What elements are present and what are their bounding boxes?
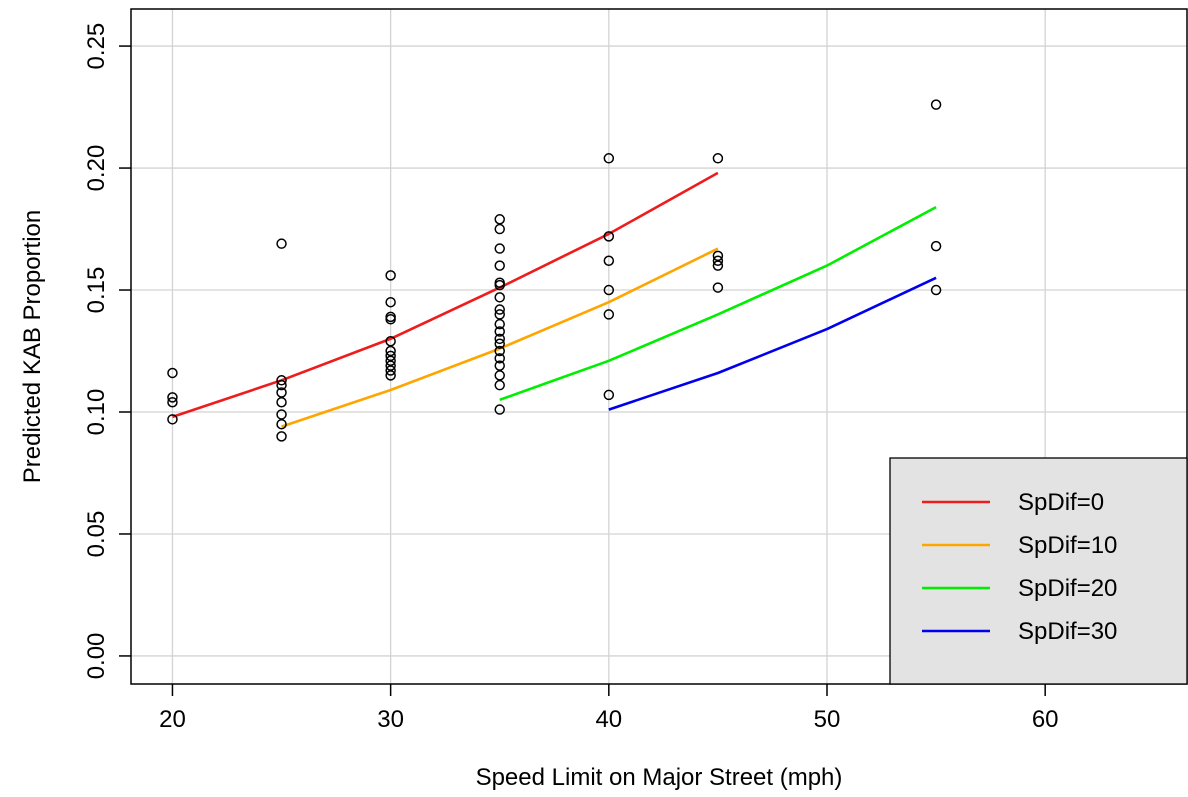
data-point — [494, 318, 505, 330]
x-axis-title: Speed Limit on Major Street (mph) — [476, 764, 843, 791]
legend-label: SpDif=10 — [1018, 532, 1117, 559]
data-point — [276, 387, 287, 398]
data-point — [167, 367, 178, 379]
legend-label: SpDif=20 — [1018, 575, 1117, 602]
series-line — [281, 247, 719, 428]
legend-label: SpDif=30 — [1018, 618, 1117, 645]
data-point — [494, 223, 505, 235]
data-point — [385, 296, 396, 308]
data-point — [494, 326, 505, 337]
x-tick-label: 30 — [377, 706, 404, 733]
data-point — [712, 260, 724, 271]
data-point — [603, 284, 615, 296]
y-tick-label: 0.25 — [83, 23, 110, 70]
data-point — [494, 338, 505, 349]
data-point — [712, 153, 724, 164]
data-point — [276, 238, 287, 249]
y-axis: 0.00 0.05 0.10 0.15 0.20 0.25 — [83, 23, 131, 680]
x-tick-label: 40 — [595, 706, 622, 733]
data-point — [603, 309, 615, 320]
data-point — [276, 409, 287, 420]
y-tick-label: 0.10 — [83, 389, 110, 436]
y-axis-title: Predicted KAB Proportion — [19, 210, 46, 483]
data-point — [167, 392, 178, 403]
y-tick-label: 0.00 — [83, 633, 110, 680]
data-point — [385, 345, 396, 357]
series-line — [608, 276, 937, 411]
data-point — [603, 231, 615, 242]
data-point — [276, 418, 287, 430]
data-point — [276, 375, 287, 386]
x-tick-label: 20 — [159, 706, 186, 733]
data-point — [494, 370, 505, 381]
series-line — [499, 205, 937, 402]
data-point — [276, 379, 287, 391]
data-point — [930, 240, 942, 252]
x-tick-label: 50 — [814, 706, 841, 733]
scatter-points — [167, 99, 942, 442]
data-point — [276, 396, 287, 408]
data-point — [385, 314, 396, 325]
data-point — [930, 284, 942, 296]
y-tick-label: 0.20 — [83, 145, 110, 192]
data-point — [712, 255, 724, 267]
data-point — [494, 260, 505, 271]
plot-frame — [130, 8, 1188, 685]
data-point — [385, 270, 396, 281]
legend-box — [889, 457, 1188, 685]
data-point — [167, 414, 178, 425]
x-tick-label: 60 — [1032, 706, 1059, 733]
data-point — [385, 336, 396, 347]
data-point — [494, 404, 505, 415]
data-point — [494, 345, 505, 357]
data-point — [712, 282, 724, 293]
data-point — [494, 309, 505, 320]
data-point — [712, 250, 724, 262]
y-tick-label: 0.05 — [83, 511, 110, 558]
data-point — [494, 379, 505, 391]
data-point — [494, 360, 505, 371]
series-line — [172, 171, 719, 419]
data-point — [494, 279, 505, 291]
data-point — [494, 243, 505, 254]
grid — [131, 9, 1187, 684]
data-point — [385, 360, 396, 371]
data-point — [603, 389, 615, 401]
data-point — [385, 350, 396, 362]
data-point — [494, 333, 505, 345]
data-point — [167, 396, 178, 408]
series-lines — [172, 171, 937, 428]
data-point — [276, 431, 287, 442]
data-point — [494, 304, 505, 315]
x-axis: 20 30 40 50 60 — [159, 684, 1059, 733]
data-point — [930, 99, 942, 110]
legend: SpDif=0 SpDif=10 SpDif=20 SpDif=30 — [889, 457, 1188, 685]
data-point — [385, 365, 396, 376]
y-tick-label: 0.15 — [83, 267, 110, 314]
data-point — [603, 255, 615, 267]
data-point — [494, 292, 505, 303]
data-point — [494, 353, 505, 364]
data-point — [494, 214, 505, 225]
data-point — [603, 153, 615, 164]
data-point — [385, 370, 396, 381]
data-point — [385, 355, 396, 367]
legend-label: SpDif=0 — [1018, 489, 1104, 516]
